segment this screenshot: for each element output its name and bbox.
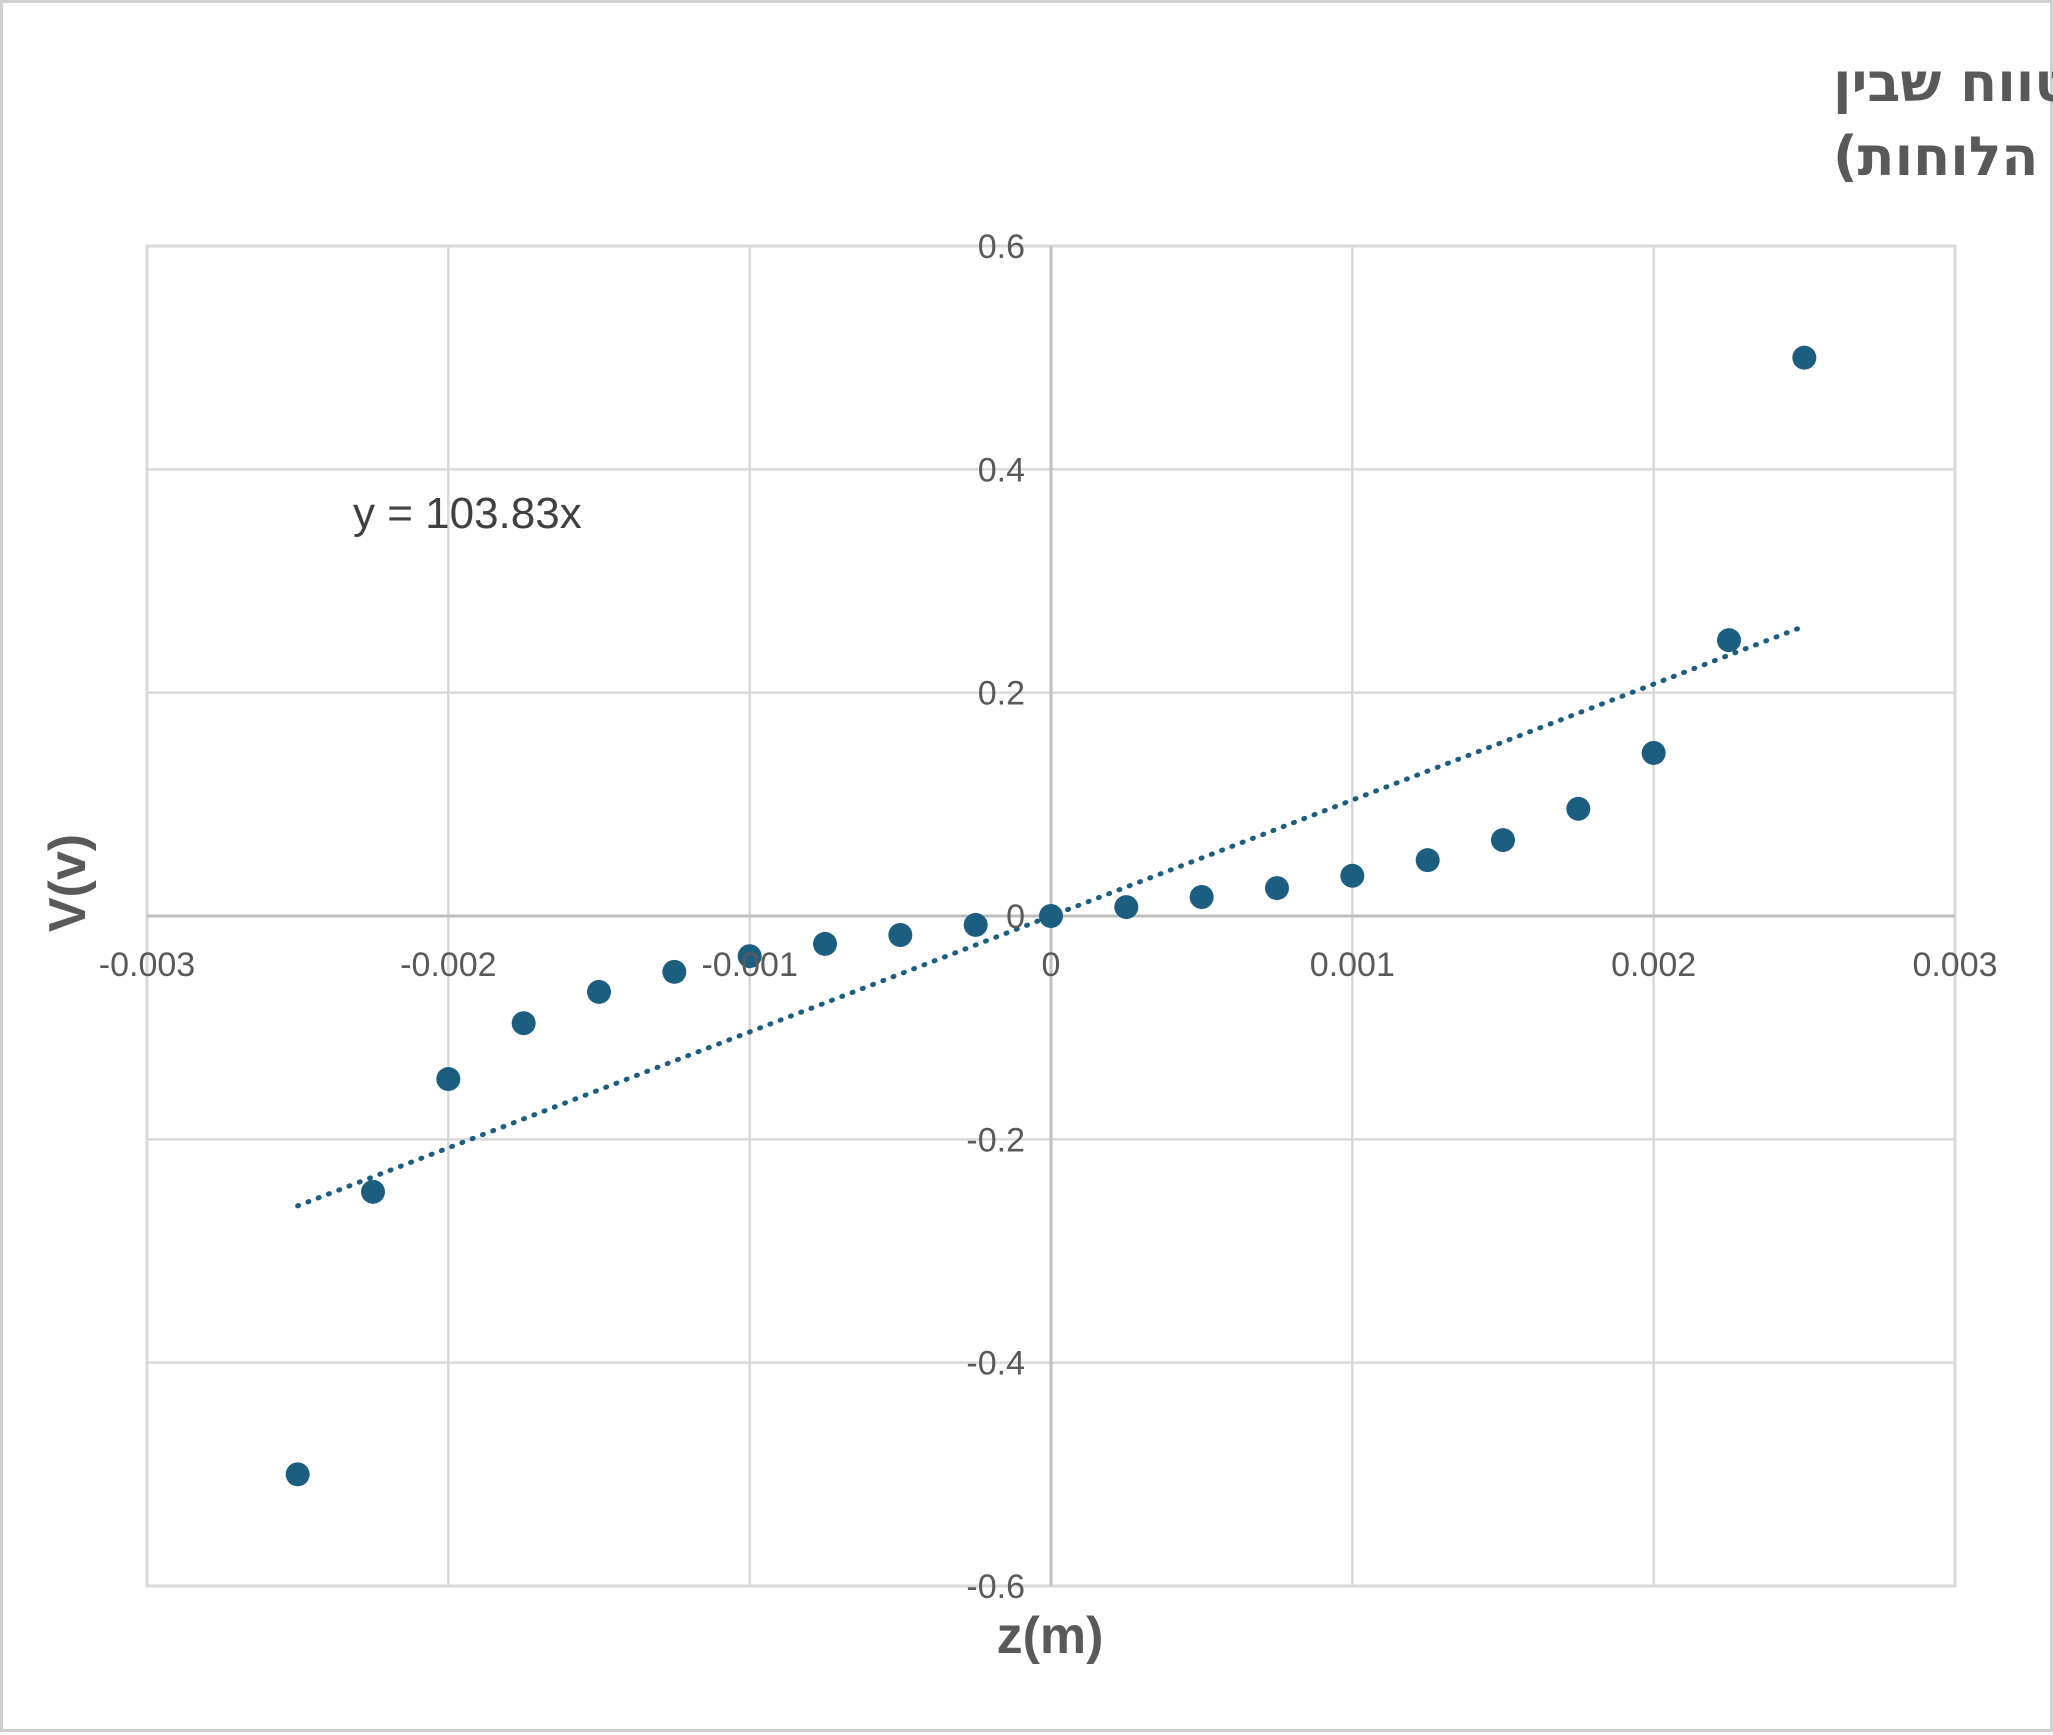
data-point [511, 1011, 536, 1036]
y-tick-label: 0.6 [978, 228, 1025, 266]
data-point [1792, 345, 1817, 370]
plot-area: -0.003 -0.002 -0.001 0 0.001 0.002 0.003 -0.6-… [99, 228, 1998, 1606]
trendline-layer [295, 623, 1807, 1209]
y-tick-label: -0.6 [966, 1568, 1025, 1606]
x-tick-label: -0.001 [701, 946, 797, 984]
data-point [1717, 628, 1741, 653]
data-point [361, 1179, 385, 1204]
data-point [1340, 863, 1365, 888]
data-point [1189, 885, 1214, 910]
y-tick-labels: -0.6 -0.4 -0.2 0 0.2 0.4 0.6 [966, 228, 1025, 1606]
data-point [1415, 848, 1440, 873]
trendline-equation: y = 103.83x [353, 489, 582, 538]
x-tick-label: 0 [1042, 946, 1061, 984]
data-point [436, 1067, 461, 1092]
x-tick-label: -0.003 [99, 946, 195, 984]
chart-title: הפוטנציאל כפונקציה של המרחק האנכי מהלוחו… [1833, 51, 2053, 188]
chart-title-line-2: הלוחות) [1833, 125, 2039, 188]
data-point [1566, 796, 1591, 821]
data-point [1265, 876, 1289, 901]
data-point [1039, 904, 1063, 928]
data-point [888, 922, 913, 947]
y-tick-label: -0.2 [966, 1121, 1025, 1159]
chart-svg: הפוטנציאל כפונקציה של המרחק האנכי מהלוחו… [39, 51, 2053, 1665]
y-tick-label: 0 [1006, 898, 1025, 936]
data-point [587, 979, 611, 1004]
data-point [963, 912, 988, 937]
y-axis-title: V(v) [39, 834, 97, 932]
x-tick-label: -0.002 [400, 946, 496, 984]
y-tick-label: -0.4 [966, 1345, 1025, 1383]
x-axis-title: z(m) [997, 1607, 1104, 1665]
data-point [1114, 895, 1139, 920]
x-tick-labels: -0.003 -0.002 -0.001 0 0.001 0.002 0.003 [99, 946, 1998, 984]
data-point [737, 944, 762, 969]
chart-title-line-1: הפוטנציאל כפונקציה של המרחק האנכי מהלוחו… [1833, 51, 2053, 114]
data-points [285, 345, 1817, 1487]
y-tick-label: 0.4 [978, 451, 1025, 489]
data-point [813, 931, 837, 956]
trendline [295, 623, 1807, 1209]
x-tick-label: 0.001 [1310, 946, 1395, 984]
x-tick-label: 0.002 [1611, 946, 1696, 984]
data-point [662, 959, 687, 984]
y-tick-label: 0.2 [978, 675, 1025, 713]
data-point [1641, 740, 1666, 765]
data-point [285, 1462, 310, 1487]
x-tick-label: 0.003 [1912, 946, 1997, 984]
data-point [1491, 828, 1515, 853]
